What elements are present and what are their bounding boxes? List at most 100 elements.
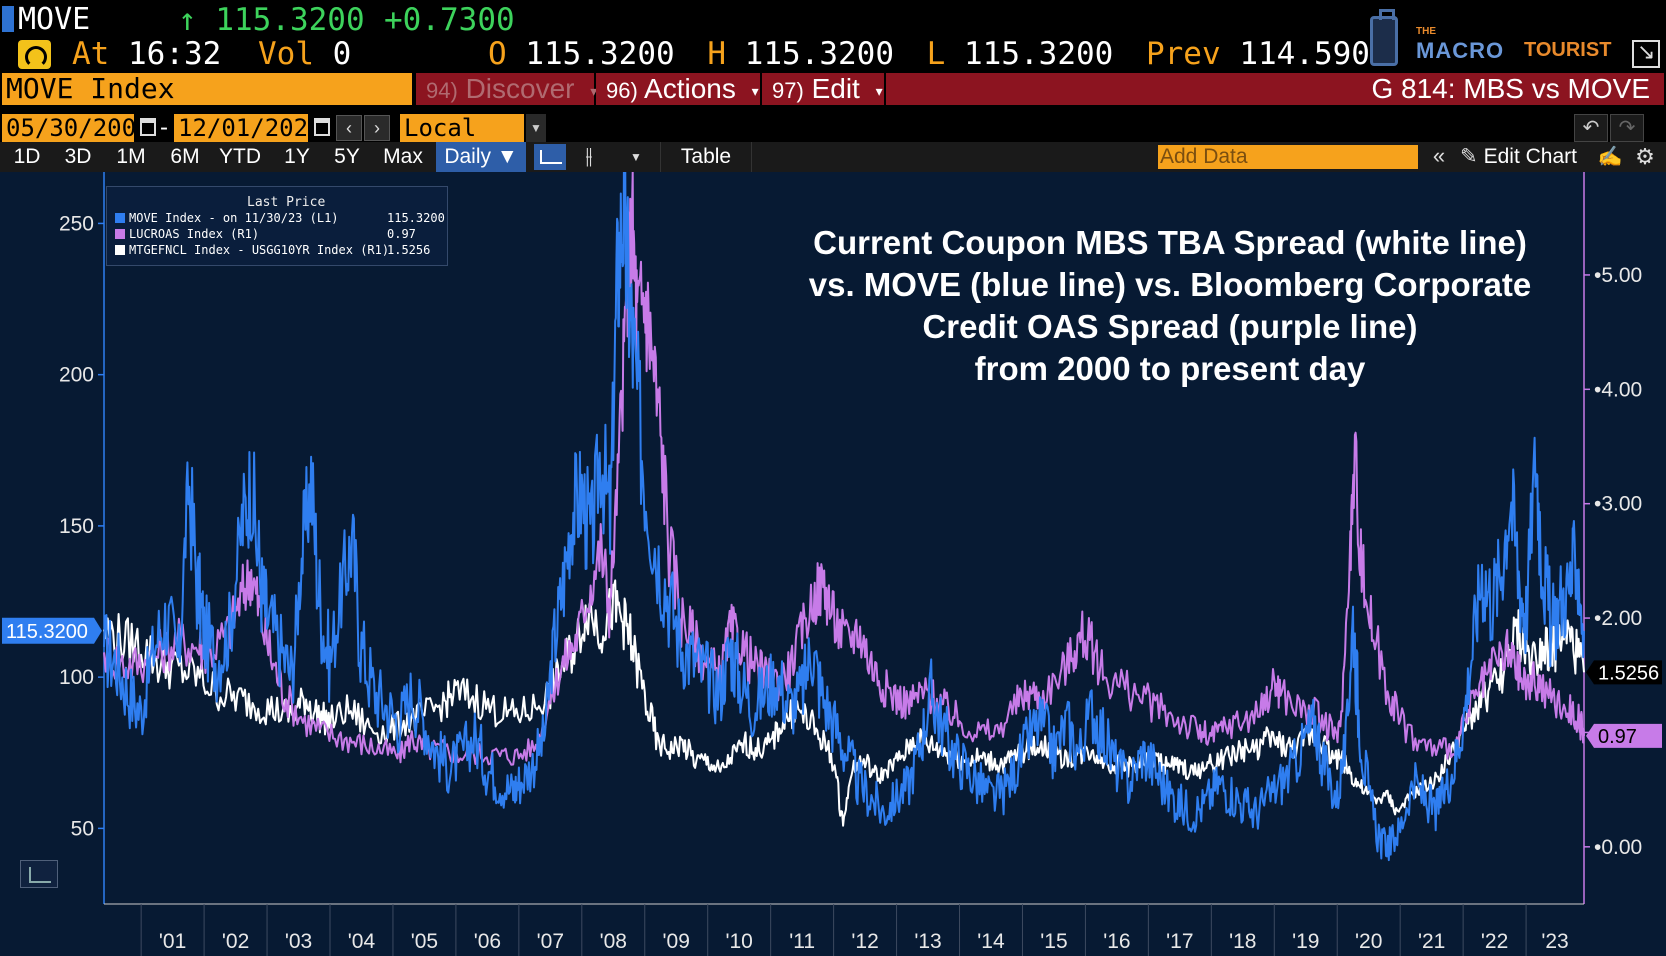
command-bar: MOVE Index 94) Discover ▾ 96) Actions ▾ … bbox=[0, 72, 1666, 106]
ticker-symbol[interactable]: MOVE bbox=[18, 2, 91, 37]
time-value: 16:32 bbox=[128, 36, 222, 72]
x-tick-label: '09 bbox=[663, 930, 690, 953]
annotation-line: Current Coupon MBS TBA Spread (white lin… bbox=[813, 224, 1527, 261]
caret-down-icon: ▾ bbox=[590, 82, 598, 99]
vol-value: 0 bbox=[332, 36, 352, 72]
caret-down-icon[interactable]: ▼ bbox=[630, 150, 642, 164]
gear-icon[interactable]: ⚙ bbox=[1635, 144, 1655, 169]
period-5y[interactable]: 5Y bbox=[334, 145, 360, 168]
table-button[interactable]: Table bbox=[660, 142, 752, 172]
calendar-icon[interactable] bbox=[140, 118, 156, 136]
period-1m[interactable]: 1M bbox=[116, 145, 146, 168]
annotation-line: from 2000 to present day bbox=[974, 350, 1366, 387]
edit-menu[interactable]: 97) Edit ▾ bbox=[762, 73, 884, 105]
legend-row-lucroas[interactable]: LUCROAS Index (R1) 0.97 bbox=[115, 227, 416, 243]
discover-num: 94) bbox=[426, 78, 458, 103]
x-tick-label: '07 bbox=[537, 930, 564, 953]
at-label: At bbox=[72, 36, 110, 72]
caret-down-icon: ▾ bbox=[751, 82, 759, 99]
triangle-down-icon: ▼ bbox=[496, 145, 518, 168]
annotate-icon[interactable]: ✍ bbox=[1597, 146, 1623, 168]
gauge-icon[interactable] bbox=[18, 40, 51, 69]
chevron-left-icon[interactable]: ‹ bbox=[336, 115, 362, 141]
x-tick-label: '05 bbox=[411, 930, 438, 953]
end-date-field[interactable]: 12/01/2023 bbox=[174, 114, 323, 142]
period-1y[interactable]: 1Y bbox=[284, 145, 310, 168]
undo-icon[interactable]: ↶ bbox=[1574, 114, 1608, 142]
last-value-tag bbox=[1586, 723, 1662, 748]
add-data-input[interactable]: Add Data bbox=[1158, 145, 1418, 169]
x-tick-label: '04 bbox=[348, 930, 376, 953]
x-tick-label: '12 bbox=[851, 930, 878, 953]
chart-legend[interactable]: Last Price MOVE Index - on 11/30/23 (L1)… bbox=[106, 186, 448, 266]
period-max[interactable]: Max bbox=[383, 145, 423, 168]
left-tick-label: 50 bbox=[71, 817, 94, 840]
x-tick-label: '22 bbox=[1481, 930, 1508, 953]
period-toolbar: 1D 3D 1M 6M YTD 1Y 5Y Max Daily ▼ ⫲ ▼ Ta… bbox=[0, 142, 1666, 172]
x-tick-label: '21 bbox=[1418, 930, 1445, 953]
series-line-2[interactable] bbox=[103, 579, 1585, 827]
legend-value: 115.3200 bbox=[387, 211, 445, 225]
quote-volume: Vol 0 bbox=[258, 36, 351, 72]
right-tick-label: •0.00 bbox=[1594, 836, 1642, 859]
expand-icon[interactable] bbox=[1632, 39, 1660, 68]
right-tick-label: •3.00 bbox=[1594, 493, 1642, 516]
logo-the: THE bbox=[1416, 26, 1436, 37]
open-label: O bbox=[488, 36, 507, 72]
legend-name: MOVE Index - on 11/30/23 (L1) bbox=[129, 211, 339, 225]
last-price: ↑ 115.3200 bbox=[178, 2, 365, 38]
discover-menu[interactable]: 94) Discover ▾ bbox=[416, 73, 598, 105]
frequency-label: Daily bbox=[444, 145, 492, 168]
price-change: +0.7300 bbox=[384, 2, 515, 38]
x-tick-label: '02 bbox=[222, 930, 249, 953]
edit-label: Edit bbox=[811, 73, 860, 104]
currency-select[interactable]: Local CCY bbox=[400, 114, 524, 170]
left-value-tag bbox=[2, 617, 102, 644]
last-value-label: 0.97 bbox=[1598, 726, 1637, 748]
period-6m[interactable]: 6M bbox=[170, 145, 200, 168]
last-value-tag bbox=[1586, 660, 1662, 685]
calendar-icon[interactable] bbox=[314, 118, 330, 136]
series-line-0[interactable] bbox=[103, 172, 1585, 862]
x-tick-label: '19 bbox=[1292, 930, 1319, 953]
right-tick-label: •2.00 bbox=[1594, 607, 1642, 630]
x-tick-label: '10 bbox=[725, 930, 752, 953]
x-tick-label: '18 bbox=[1229, 930, 1256, 953]
frequency-select[interactable]: Daily ▼ bbox=[436, 142, 526, 172]
right-tick-label: •5.00 bbox=[1594, 264, 1642, 287]
x-tick-label: '03 bbox=[285, 930, 312, 953]
caret-down-icon[interactable]: ▼ bbox=[526, 114, 546, 142]
x-tick-label: '08 bbox=[600, 930, 627, 953]
quote-bar: MOVE ↑ 115.3200 +0.7300 At 16:32 Vol 0 O… bbox=[0, 0, 1666, 72]
mini-chart-icon[interactable] bbox=[20, 860, 58, 888]
chevron-right-icon[interactable]: › bbox=[364, 115, 390, 141]
legend-row-move[interactable]: MOVE Index - on 11/30/23 (L1) 115.3200 bbox=[115, 211, 445, 227]
left-tick-label: 200 bbox=[59, 364, 94, 387]
bar-chart-icon[interactable]: ⫲ bbox=[585, 143, 593, 168]
redo-icon[interactable]: ↷ bbox=[1610, 114, 1644, 142]
period-3d[interactable]: 3D bbox=[64, 145, 92, 168]
prev-value: 114.5900 bbox=[1239, 36, 1389, 72]
actions-label: Actions bbox=[644, 73, 736, 104]
chart-canvas[interactable]: 50100150200250•0.00•1.00•2.00•3.00•4.00•… bbox=[0, 172, 1666, 956]
start-date-field[interactable]: 05/30/2000 bbox=[2, 114, 151, 142]
chart-area[interactable]: 50100150200250•0.00•1.00•2.00•3.00•4.00•… bbox=[0, 172, 1666, 956]
double-chevron-left-icon[interactable]: « bbox=[1432, 143, 1446, 168]
period-ytd[interactable]: YTD bbox=[219, 145, 261, 168]
series-line-1[interactable] bbox=[103, 172, 1585, 766]
edit-chart-button[interactable]: ✎ Edit Chart bbox=[1460, 142, 1586, 172]
actions-menu[interactable]: 96) Actions ▾ bbox=[596, 73, 760, 105]
period-1d[interactable]: 1D bbox=[13, 145, 41, 168]
line-chart-icon[interactable] bbox=[534, 144, 566, 170]
legend-swatch bbox=[115, 245, 125, 255]
low-value: 115.3200 bbox=[964, 36, 1114, 72]
edit-num: 97) bbox=[772, 78, 804, 103]
x-tick-label: '20 bbox=[1355, 930, 1382, 953]
legend-row-mtgefncl[interactable]: MTGEFNCL Index - USGG10YR Index (R1)1.52… bbox=[115, 243, 430, 259]
edit-chart-label: Edit Chart bbox=[1483, 145, 1577, 168]
legend-swatch bbox=[115, 229, 125, 239]
ticker-marker bbox=[2, 6, 14, 32]
caret-down-icon: ▾ bbox=[875, 82, 883, 99]
security-field[interactable]: MOVE Index bbox=[2, 73, 412, 105]
last-value-label: 1.5256 bbox=[1598, 662, 1659, 684]
